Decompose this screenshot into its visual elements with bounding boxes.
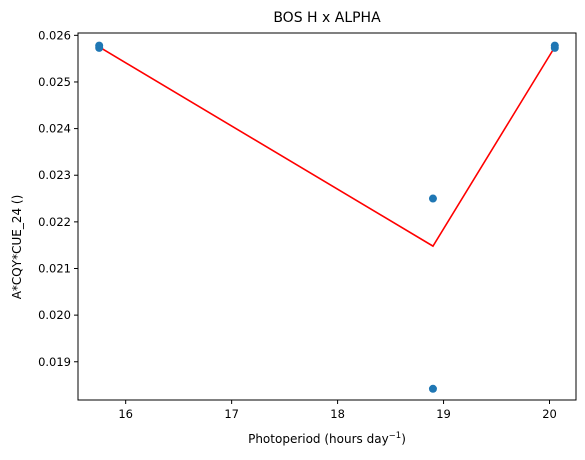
x-axis: 16 17 18 19 20: [118, 400, 557, 421]
plot-frame: [77, 32, 577, 401]
data-point: [550, 43, 559, 52]
chart-title: BOS H x ALPHA: [273, 10, 381, 26]
x-tick-label: 20: [542, 407, 557, 421]
fit-line: [98, 46, 556, 248]
y-tick-label: 0.025: [38, 75, 71, 89]
x-axis-label-end: ): [401, 432, 406, 446]
y-tick-label: 0.019: [38, 355, 71, 369]
data-point: [95, 43, 104, 52]
data-point: [428, 384, 437, 393]
y-axis: 0.019 0.020 0.021 0.022 0.023 0.024 0.025 0.026: [38, 28, 78, 369]
x-axis-label: Photoperiod (hours day−1): [248, 431, 406, 446]
x-tick-label: 17: [224, 407, 239, 421]
y-tick-label: 0.020: [38, 308, 71, 322]
x-tick-label: 18: [330, 407, 345, 421]
x-tick-label: 19: [436, 407, 451, 421]
y-axis-label: A*CQY*CUE_24 (): [10, 195, 24, 300]
data-point: [428, 194, 437, 203]
y-tick-label: 0.026: [38, 28, 71, 42]
x-axis-label-sup: −1: [389, 431, 402, 441]
plot-area: [77, 32, 577, 401]
y-tick-label: 0.021: [38, 261, 71, 275]
x-axis-label-main: Photoperiod (hours day: [248, 432, 389, 446]
y-tick-label: 0.023: [38, 168, 71, 182]
y-tick-label: 0.024: [38, 122, 71, 136]
y-tick-label: 0.022: [38, 215, 71, 229]
x-tick-label: 16: [118, 407, 133, 421]
